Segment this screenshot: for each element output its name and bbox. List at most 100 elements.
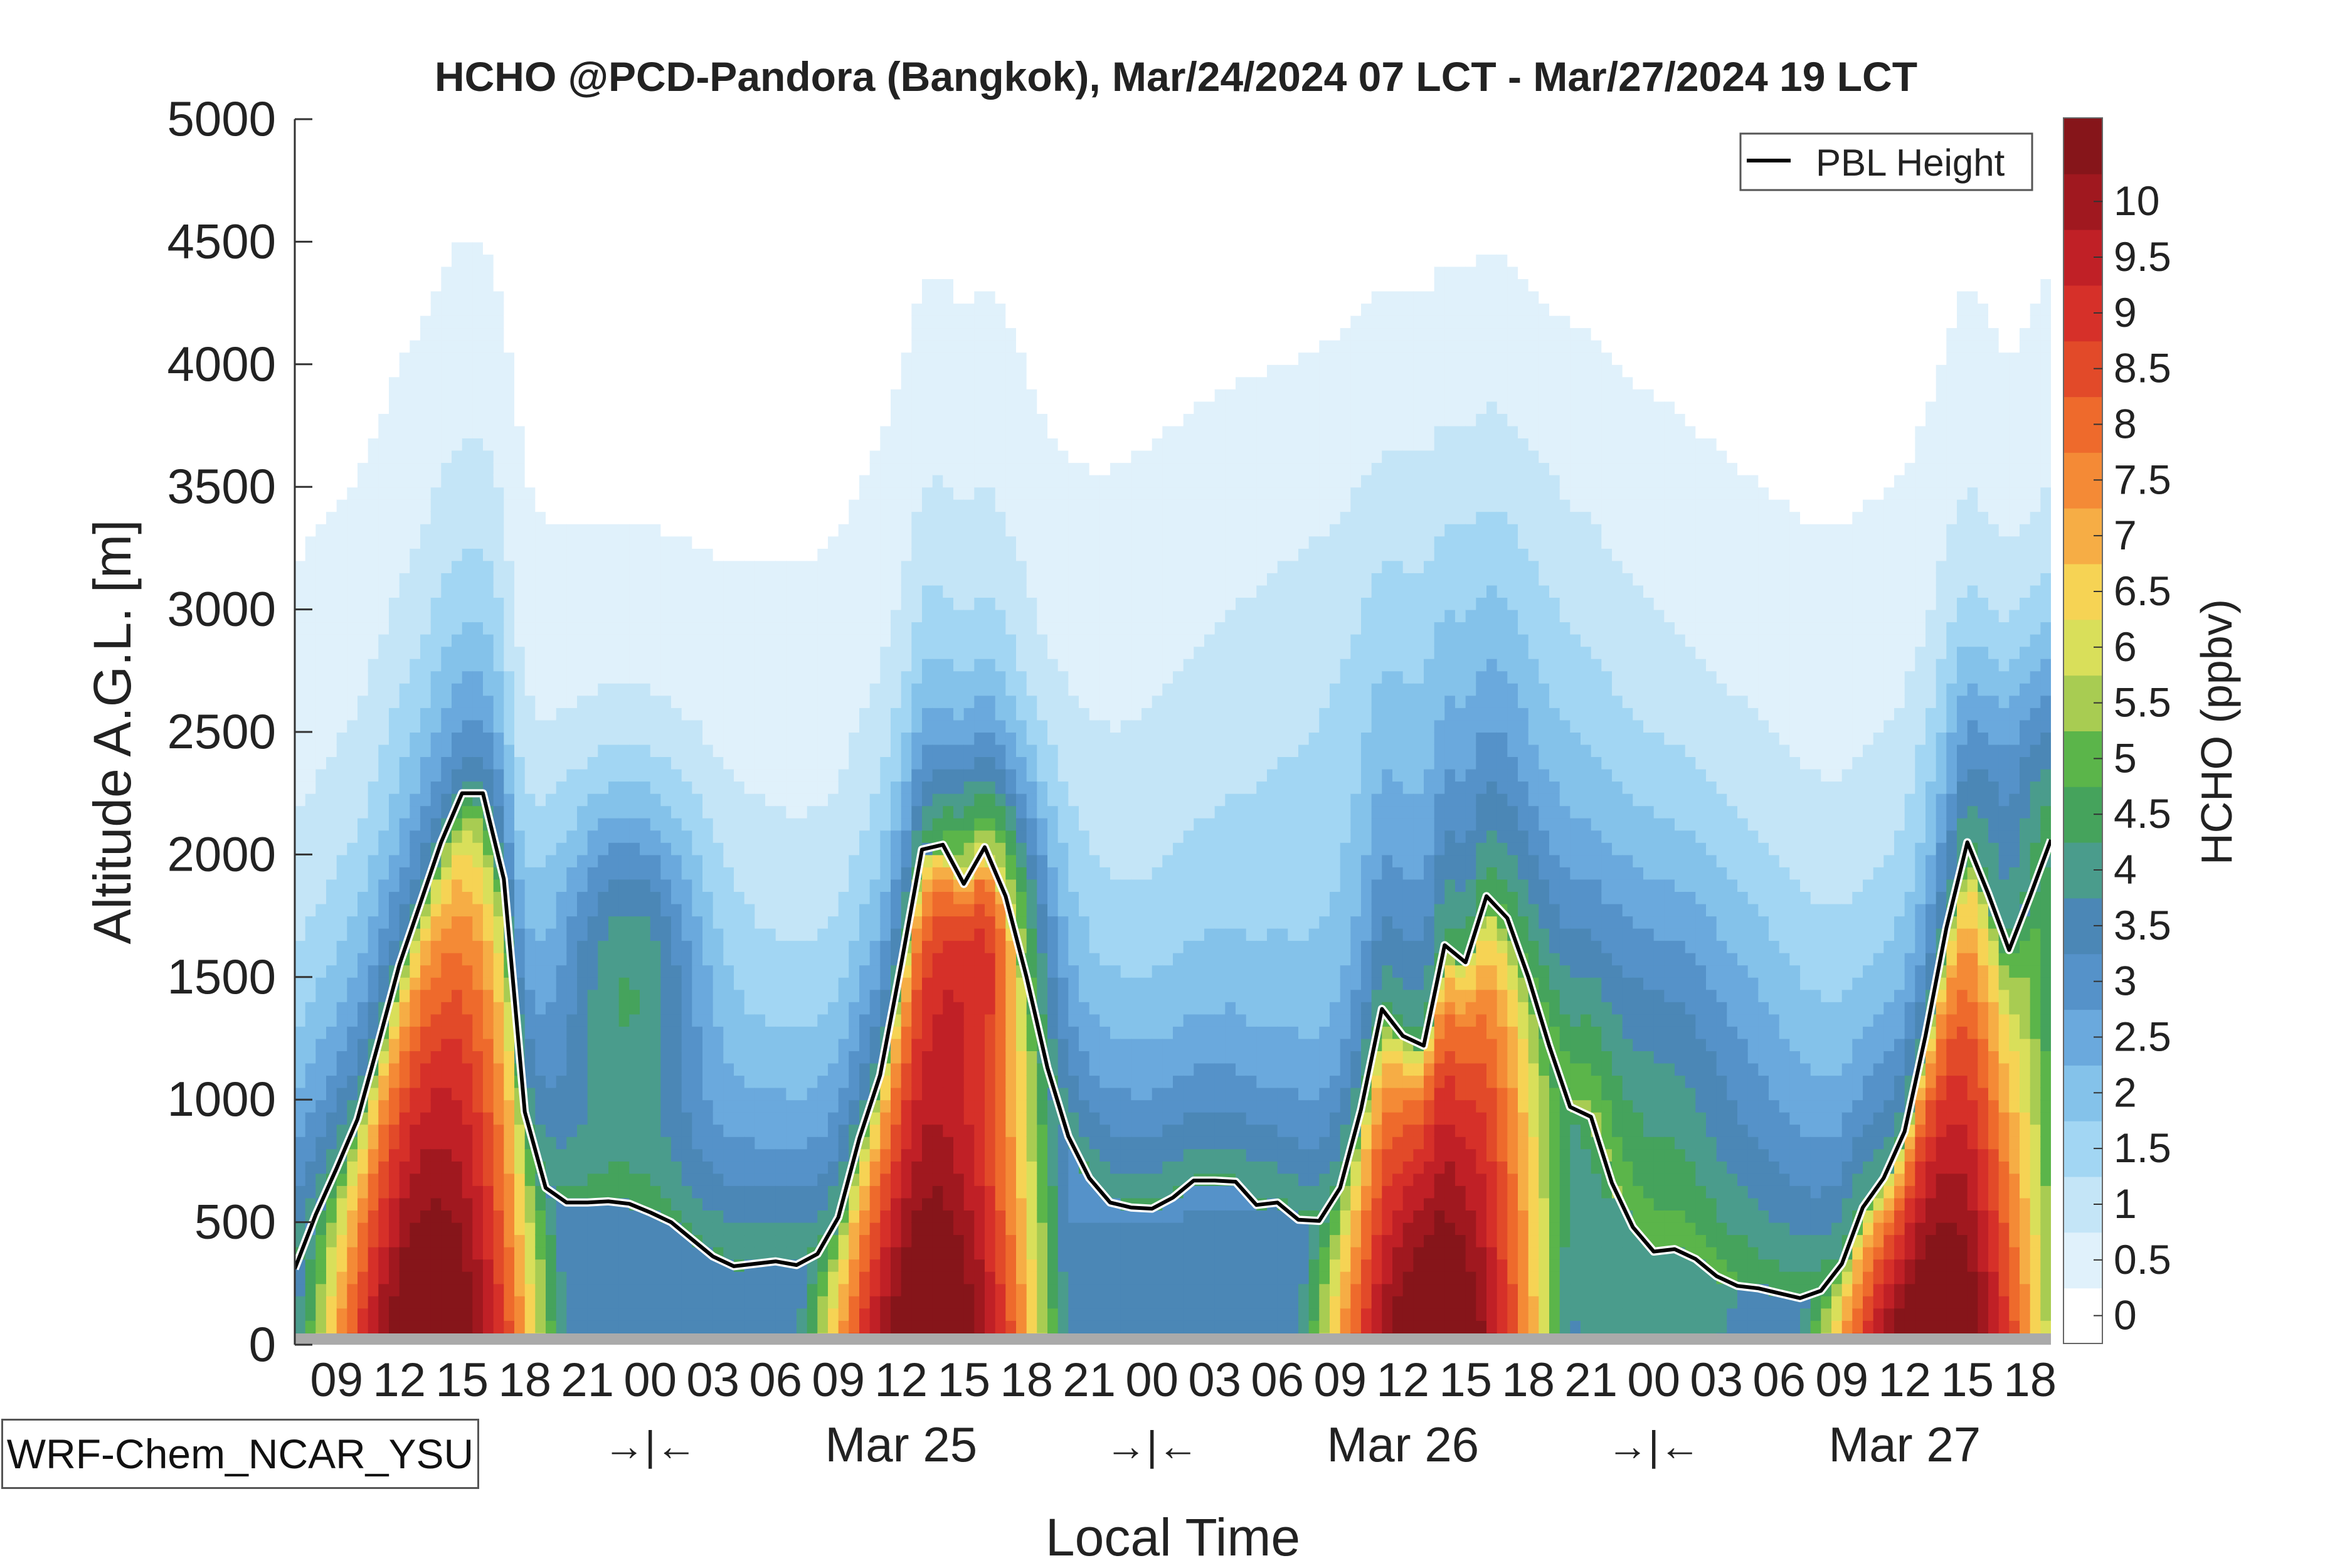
field-cell [702,879,714,892]
field-cell [472,364,484,378]
field-cell [587,854,599,867]
field-cell [640,364,651,378]
field-cell [399,462,411,475]
field-cell [629,633,640,647]
field-cell [702,168,714,181]
field-cell [797,1014,808,1027]
field-cell [618,548,630,561]
field-cell [786,413,797,426]
field-cell [650,487,662,500]
field-cell [786,156,797,169]
field-cell [514,891,526,904]
field-cell [692,266,703,279]
field-cell [535,303,546,316]
field-cell [797,622,808,635]
field-cell [546,1295,557,1309]
field-cell [493,204,505,218]
field-cell [640,438,651,451]
field-cell [566,609,578,623]
field-cell [807,768,818,782]
field-cell [305,854,317,867]
field-cell [336,854,348,867]
field-cell [712,217,724,230]
field-cell [702,1197,714,1210]
field-cell [472,719,484,733]
field-cell [702,1283,714,1296]
field-cell [692,658,703,672]
field-cell [765,1111,776,1125]
field-cell [712,229,724,243]
field-cell [483,548,494,561]
field-cell [378,278,389,292]
field-cell [712,1051,724,1064]
field-cell [618,805,630,818]
field-cell [775,1087,787,1101]
field-cell [775,1283,787,1296]
field-cell [514,487,526,500]
field-cell [660,241,672,255]
field-cell [524,156,536,169]
field-cell [546,585,557,598]
field-cell [671,523,682,537]
field-cell [640,193,651,206]
field-cell [305,1295,317,1309]
field-cell [378,682,389,696]
field-cell [692,204,703,218]
field-cell [618,891,630,904]
field-cell [712,1136,724,1150]
field-cell [744,793,756,807]
field-cell [755,989,766,1002]
field-cell [420,756,432,770]
field-cell [640,1062,651,1076]
field-cell [441,732,452,745]
field-cell [295,339,306,353]
field-cell [629,315,640,329]
field-cell [336,364,348,378]
field-cell [336,1075,348,1088]
field-cell [587,204,599,218]
field-cell [734,1062,745,1076]
field-cell [389,1026,400,1039]
field-cell [378,1234,389,1248]
field-cell [587,830,599,843]
field-cell [389,450,400,464]
field-cell [504,499,515,512]
field-cell [441,928,452,941]
field-cell [712,536,724,549]
field-cell [347,879,358,892]
field-cell [807,1014,818,1027]
field-cell [472,1185,484,1199]
field-cell [430,193,442,206]
field-cell [734,1124,745,1137]
field-cell [368,1001,379,1015]
field-cell [452,1173,463,1186]
field-cell [587,462,599,475]
field-cell [775,499,787,512]
field-cell [483,585,494,598]
field-cell [347,241,358,255]
field-cell [472,560,484,573]
field-cell [493,965,505,978]
field-cell [315,707,327,721]
field-cell [420,388,432,402]
field-cell [358,940,369,953]
field-cell [535,560,546,573]
field-cell [441,180,452,194]
field-cell [650,633,662,647]
field-cell [336,131,348,144]
field-cell [389,866,400,880]
field-cell [618,119,630,132]
field-cell [524,781,536,794]
field-cell [315,1308,327,1321]
field-cell [587,241,599,255]
field-cell [326,1197,337,1210]
field-cell [660,180,672,194]
field-cell [640,756,651,770]
field-cell [608,965,620,978]
field-cell [452,523,463,537]
field-cell [452,1001,463,1015]
field-cell [410,266,421,279]
field-cell [775,732,787,745]
field-cell [493,1001,505,1015]
field-cell [671,1087,682,1101]
